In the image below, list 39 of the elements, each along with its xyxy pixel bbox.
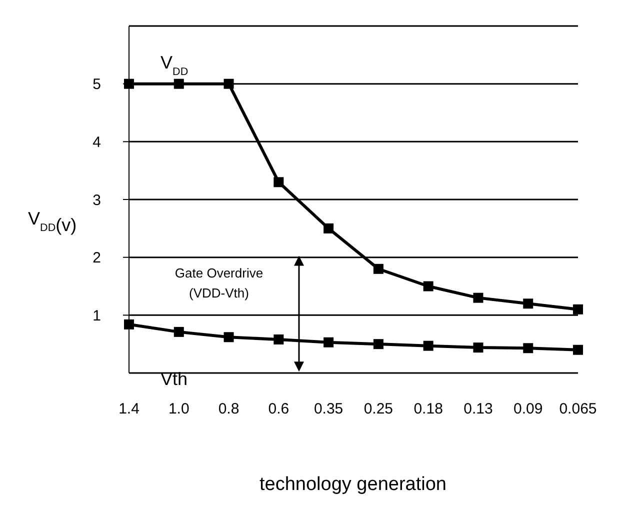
x-tick-label: 0.25 [364, 400, 394, 418]
x-tick-label: 0.065 [559, 400, 597, 418]
point [573, 304, 583, 314]
point [324, 223, 334, 234]
x-tick-label: 0.18 [414, 400, 443, 418]
series-label: Vth [160, 368, 188, 389]
x-tick-label: 0.09 [514, 400, 543, 418]
y-tick-label: 1 [92, 307, 101, 324]
y-tick-label: 5 [92, 76, 101, 94]
y-tick-label: 4 [92, 134, 101, 151]
point [224, 332, 234, 342]
point [473, 342, 484, 353]
y-axis-title: V$_{DD}$(v) [28, 208, 77, 235]
x-axis-title: technology generation [260, 474, 446, 495]
point [523, 343, 534, 354]
point [523, 298, 534, 309]
x-tick-label: 0.35 [314, 400, 344, 418]
point [324, 337, 334, 348]
point [423, 340, 434, 351]
y-tick-label: 2 [92, 250, 101, 267]
point [224, 78, 234, 89]
point [373, 339, 384, 350]
point [373, 264, 384, 274]
point [124, 319, 134, 330]
point [174, 78, 184, 89]
point [174, 326, 184, 337]
x-tick-label: 0.6 [268, 400, 290, 418]
point [473, 292, 484, 303]
series-label: V$_{DD}$ [160, 52, 188, 78]
annotation: Gate Overdrive (VDD-Vth) [174, 266, 264, 301]
point [423, 281, 434, 292]
x-tick-label: 0.8 [218, 400, 240, 418]
point [274, 334, 284, 344]
x-tick-label: 1.0 [168, 400, 190, 418]
x-tick-label: 1.4 [118, 400, 140, 418]
point [274, 177, 284, 188]
x-tick-label: 0.13 [464, 400, 493, 418]
y-tick-label: 3 [92, 192, 101, 209]
point [573, 344, 583, 355]
